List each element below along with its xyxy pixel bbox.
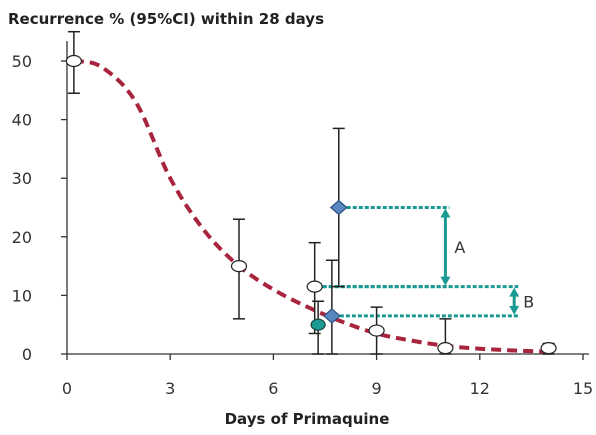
chart-title: Recurrence % (95%CI) within 28 days [8, 10, 324, 28]
annotation-B-arrowhead-bottom [509, 305, 520, 315]
data-point-open-circle [368, 324, 385, 337]
annotation-A-label: A [454, 238, 465, 257]
point-layer [65, 54, 557, 355]
x-tick-label: 0 [62, 379, 72, 398]
data-point-open-circle [540, 342, 557, 355]
y-tick-label: 0 [22, 345, 32, 364]
annotation-A-arrowhead-bottom [440, 276, 451, 286]
data-point-filled-circle [310, 318, 326, 331]
data-point-open-circle [65, 54, 82, 68]
x-tick-label: 3 [165, 379, 175, 398]
y-tick-label: 20 [12, 228, 32, 247]
fitted-curve [73, 59, 549, 354]
annotation-A-arrowhead-top [440, 208, 451, 218]
y-tick-label: 30 [12, 169, 32, 188]
data-point-diamond [329, 199, 348, 216]
data-point-open-circle [437, 342, 454, 355]
data-point-open-circle [306, 280, 323, 293]
error-bar-layer [67, 30, 555, 355]
annotation-B-arrowhead-top [509, 287, 520, 297]
x-tick-label: 6 [268, 379, 278, 398]
axes: 0 10 20 30 40 50 0 3 6 9 12 15 [12, 41, 593, 398]
x-axis-label: Days of Primaquine [225, 410, 390, 428]
data-point-open-circle [230, 260, 248, 273]
y-tick-label: 40 [12, 111, 32, 130]
y-tick-label: 10 [12, 286, 32, 305]
x-tick-label: 15 [573, 379, 593, 398]
x-tick-label: 9 [372, 379, 382, 398]
y-tick-label: 50 [12, 52, 32, 71]
x-tick-label: 12 [470, 379, 490, 398]
annotation-layer: AB [322, 206, 534, 318]
fitted-curve-layer [73, 59, 549, 354]
annotation-B-label: B [523, 292, 534, 311]
data-point-diamond [322, 308, 341, 324]
